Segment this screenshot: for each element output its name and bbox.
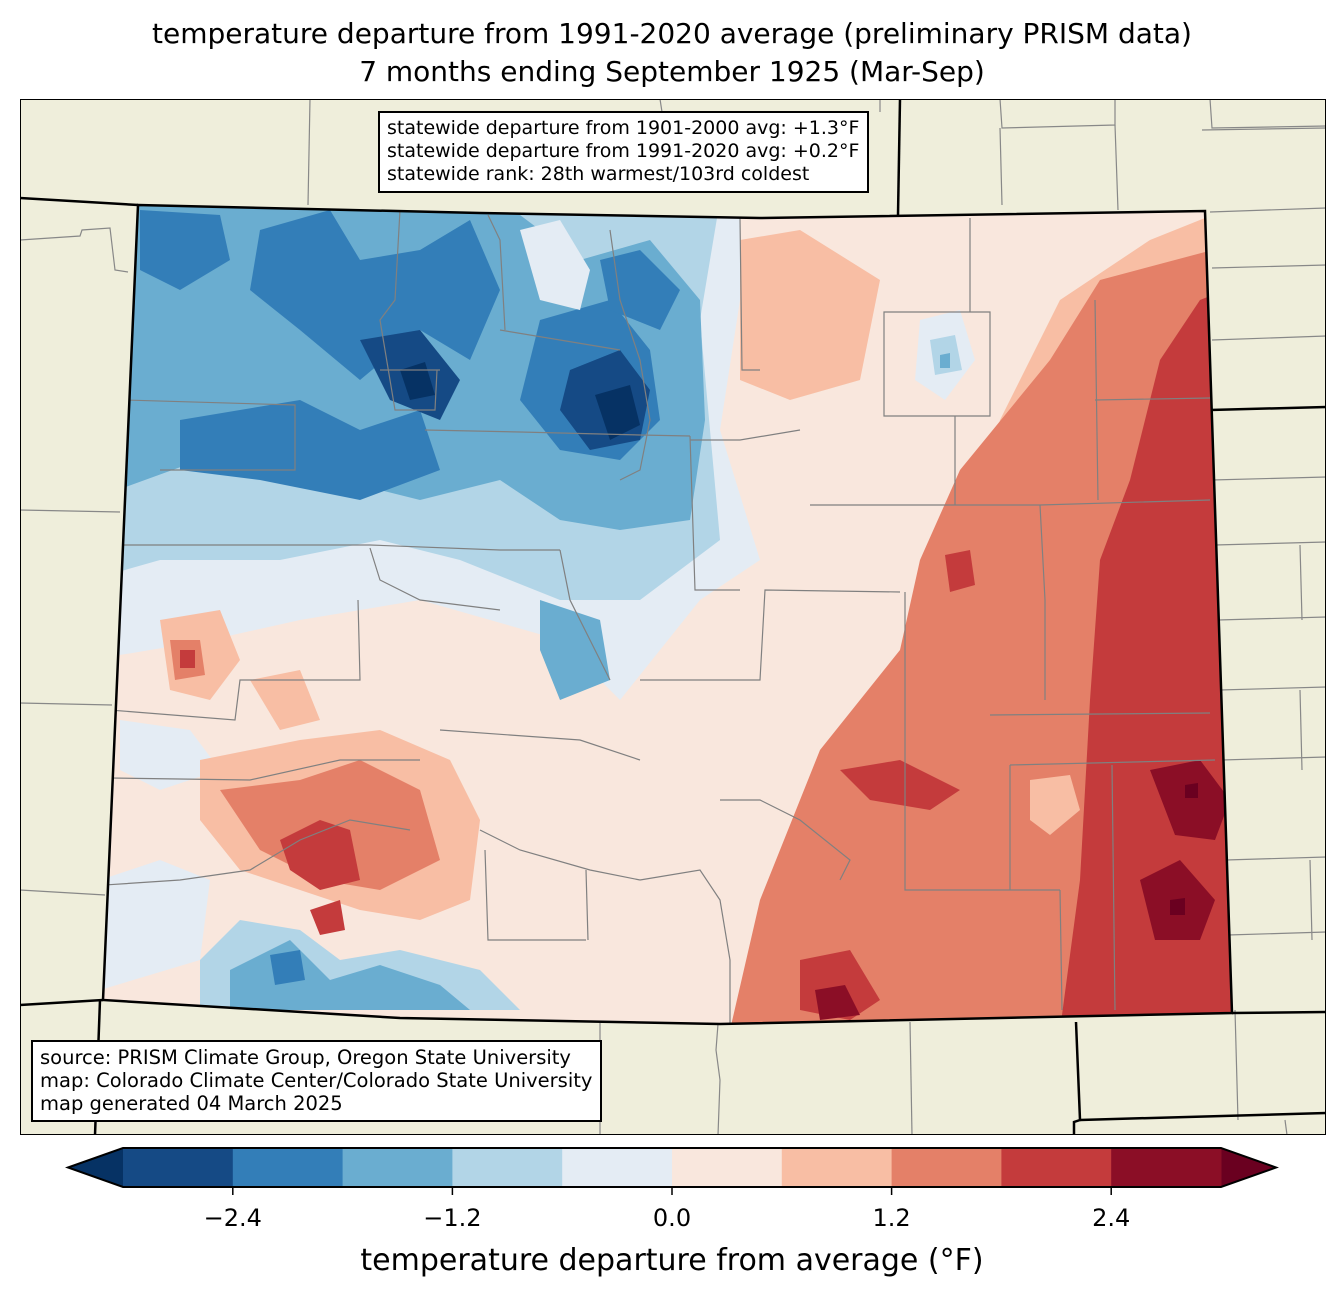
colorbar-label: temperature departure from average (°F) — [360, 1243, 984, 1278]
colorbar-segment — [562, 1148, 673, 1187]
colorbar-outline — [65, 1147, 1279, 1188]
colorbar-under-arrow — [68, 1148, 123, 1187]
colorbar-tick-label: −1.2 — [423, 1204, 482, 1232]
colorbar-tick-label: 1.2 — [872, 1204, 911, 1232]
temperature-field — [103, 205, 1232, 1024]
colorbar-segment — [342, 1148, 453, 1187]
source-attribution-box: source: PRISM Climate Group, Oregon Stat… — [31, 1040, 603, 1122]
colorbar-segment — [123, 1148, 234, 1187]
map-panel — [20, 99, 1326, 1135]
colorbar-segment — [232, 1148, 344, 1187]
colorbar-tick-label: 0.0 — [652, 1204, 692, 1232]
colorbar — [65, 1147, 1279, 1195]
map-title-line-1: temperature departure from 1991-2020 ave… — [152, 17, 1192, 50]
colorbar-segment — [672, 1148, 783, 1187]
source-line: source: PRISM Climate Group, Oregon Stat… — [40, 1046, 571, 1069]
colorbar-over-arrow — [1221, 1148, 1276, 1187]
colorbar-segment — [1001, 1148, 1112, 1187]
statewide-stats-box: statewide departure from 1901-2000 avg: … — [378, 111, 870, 193]
county-lines — [104, 209, 1216, 1024]
colorbar-segment — [891, 1148, 1002, 1187]
stats-departure-1901-2000: statewide departure from 1901-2000 avg: … — [387, 117, 860, 139]
colorado-state-border — [101, 203, 1234, 1026]
colorbar-segment — [452, 1148, 563, 1187]
stats-departure-1991-2020: statewide departure from 1991-2020 avg: … — [387, 140, 860, 162]
map-title-line-2: 7 months ending September 1925 (Mar-Sep) — [359, 55, 985, 88]
colorbar-segment — [781, 1148, 893, 1187]
generated-date-line: map generated 04 March 2025 — [40, 1092, 343, 1115]
map-credit-line: map: Colorado Climate Center/Colorado St… — [40, 1069, 593, 1092]
colorbar-tick-label: −2.4 — [203, 1204, 262, 1232]
temperature-departure-map — [20, 99, 1326, 1135]
colorbar-tick-label: 2.4 — [1092, 1204, 1131, 1232]
colorbar-segment — [1111, 1148, 1222, 1187]
stats-rank: statewide rank: 28th warmest/103rd colde… — [387, 163, 810, 185]
